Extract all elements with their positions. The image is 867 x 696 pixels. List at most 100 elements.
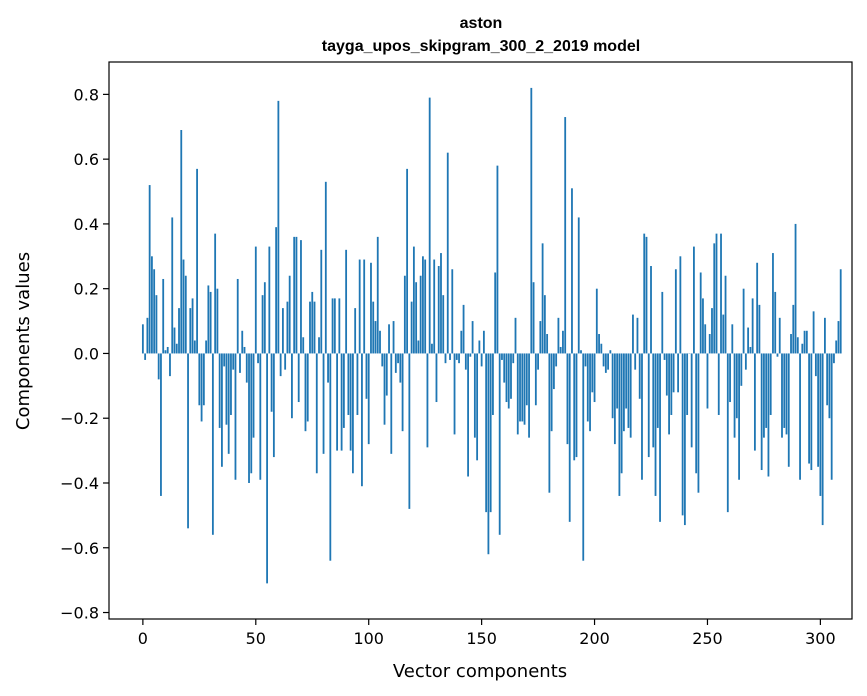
bar-135: [446, 152, 449, 354]
bar-201: [595, 288, 598, 354]
bar-258: [724, 275, 727, 354]
chart-subtitle: tayga_upos_skipgram_300_2_2019 model: [322, 38, 640, 55]
bar-279: [772, 253, 774, 354]
bar-284: [783, 353, 786, 428]
bar-100: [367, 353, 370, 445]
bar-189: [568, 353, 571, 522]
bar-111: [392, 321, 395, 354]
x-tick-label: 150: [466, 629, 497, 648]
bar-90: [345, 249, 348, 354]
bar-78: [318, 337, 320, 354]
bar-164: [512, 353, 515, 364]
bar-46: [245, 353, 248, 383]
bar-133: [442, 295, 445, 354]
bar-250: [706, 353, 709, 409]
bar-30: [209, 291, 212, 354]
bar-45: [243, 346, 246, 354]
bar-72: [304, 353, 307, 432]
y-tick-label: −0.2: [60, 409, 99, 428]
bar-195: [582, 353, 585, 561]
bar-155: [492, 353, 494, 415]
x-axis: 0 50 100 150 200 250 300: [138, 619, 836, 648]
bar-205: [604, 353, 607, 373]
bar-178: [543, 295, 546, 354]
bar-76: [313, 301, 316, 354]
bar-156: [494, 272, 497, 354]
bar-32: [214, 233, 217, 354]
bar-236: [674, 269, 677, 354]
bar-129: [433, 259, 436, 354]
bar-7: [157, 353, 160, 380]
bar-192: [575, 353, 578, 458]
bar-255: [717, 353, 720, 415]
bar-275: [763, 353, 765, 438]
bar-122: [417, 340, 420, 354]
bar-209: [613, 353, 616, 445]
bar-61: [279, 353, 282, 377]
bar-137: [451, 269, 454, 354]
bar-146: [471, 321, 474, 354]
bar-6: [155, 295, 158, 354]
bar-174: [534, 353, 537, 406]
x-tick-label: 200: [579, 629, 610, 648]
bar-94: [354, 308, 357, 354]
bar-239: [681, 353, 684, 516]
bar-150: [480, 353, 483, 367]
bar-62: [281, 308, 284, 354]
bar-17: [180, 130, 183, 354]
bar-292: [801, 343, 804, 354]
bar-97: [361, 353, 363, 487]
bar-286: [787, 353, 790, 467]
bar-3: [148, 185, 151, 354]
bar-204: [602, 353, 605, 367]
bar-200: [593, 353, 596, 403]
bar-56: [268, 246, 271, 354]
bar-38: [227, 353, 230, 454]
bar-152: [485, 353, 488, 513]
bar-264: [738, 353, 740, 480]
bar-108: [385, 353, 388, 396]
bar-172: [530, 87, 533, 354]
bar-120: [412, 246, 415, 354]
y-tick-label: 0.6: [74, 150, 99, 169]
bar-193: [577, 217, 580, 354]
bar-308: [837, 321, 840, 354]
bar-5: [153, 269, 156, 354]
bar-254: [715, 233, 718, 354]
bar-114: [399, 353, 402, 383]
bar-288: [792, 304, 795, 354]
bar-177: [541, 243, 544, 354]
bar-194: [580, 350, 582, 354]
bar-149: [478, 340, 481, 354]
bar-10: [164, 350, 167, 354]
bar-50: [254, 246, 257, 354]
bar-105: [379, 330, 381, 354]
bar-240: [683, 353, 686, 526]
bar-173: [532, 282, 535, 354]
bar-281: [776, 353, 779, 357]
chart-title: aston: [460, 15, 503, 32]
bar-136: [449, 353, 451, 360]
bar-287: [790, 334, 792, 354]
bar-157: [496, 165, 499, 354]
bar-198: [589, 353, 591, 432]
bar-276: [765, 353, 768, 428]
bar-144: [467, 353, 469, 477]
bar-228: [656, 353, 659, 428]
bar-206: [607, 353, 609, 370]
bar-163: [510, 353, 512, 399]
bar-12: [169, 353, 171, 377]
bar-1: [144, 353, 147, 360]
bar-285: [785, 353, 788, 435]
bar-95: [356, 353, 359, 415]
bar-63: [284, 353, 287, 370]
x-tick-label: 50: [246, 629, 266, 648]
bar-154: [489, 353, 492, 513]
bar-26: [200, 353, 203, 422]
bar-113: [397, 353, 399, 364]
bar-142: [462, 304, 465, 354]
bar-245: [695, 353, 698, 474]
bar-132: [440, 253, 442, 354]
bar-263: [735, 353, 738, 419]
bar-127: [428, 97, 431, 354]
